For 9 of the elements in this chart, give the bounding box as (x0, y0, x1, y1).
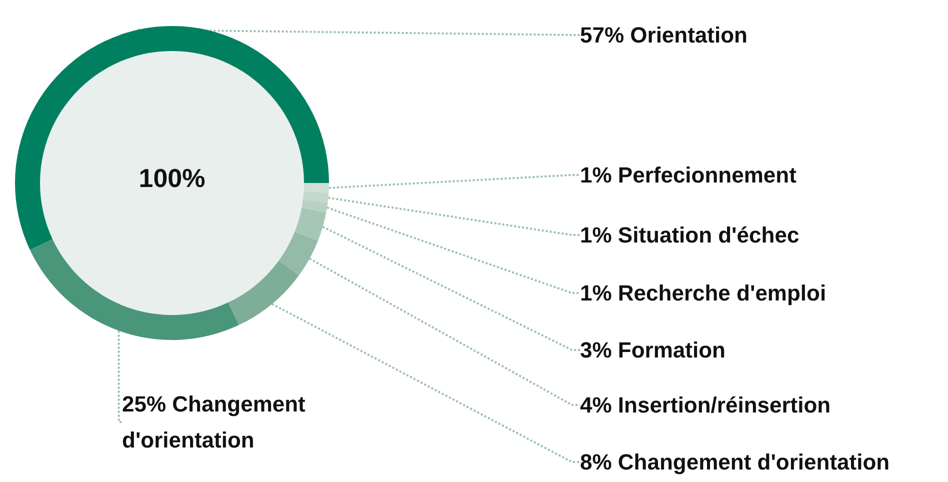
slice-label: 57% Orientation (580, 22, 748, 48)
slice-label: 1% Recherche d'emploi (580, 280, 826, 306)
slice-label: 4% Insertion/réinsertion (580, 392, 831, 418)
slice-label: 3% Formation (580, 338, 726, 362)
slice-label: 1% Perfecionnement (580, 162, 798, 188)
slice-label: 1% Situation d'échec (580, 222, 800, 248)
slice-label: 25% Changement d'orientation (122, 392, 312, 452)
text: 100% (138, 163, 206, 194)
slice-label: 8% Changement d'orientation (580, 450, 890, 474)
